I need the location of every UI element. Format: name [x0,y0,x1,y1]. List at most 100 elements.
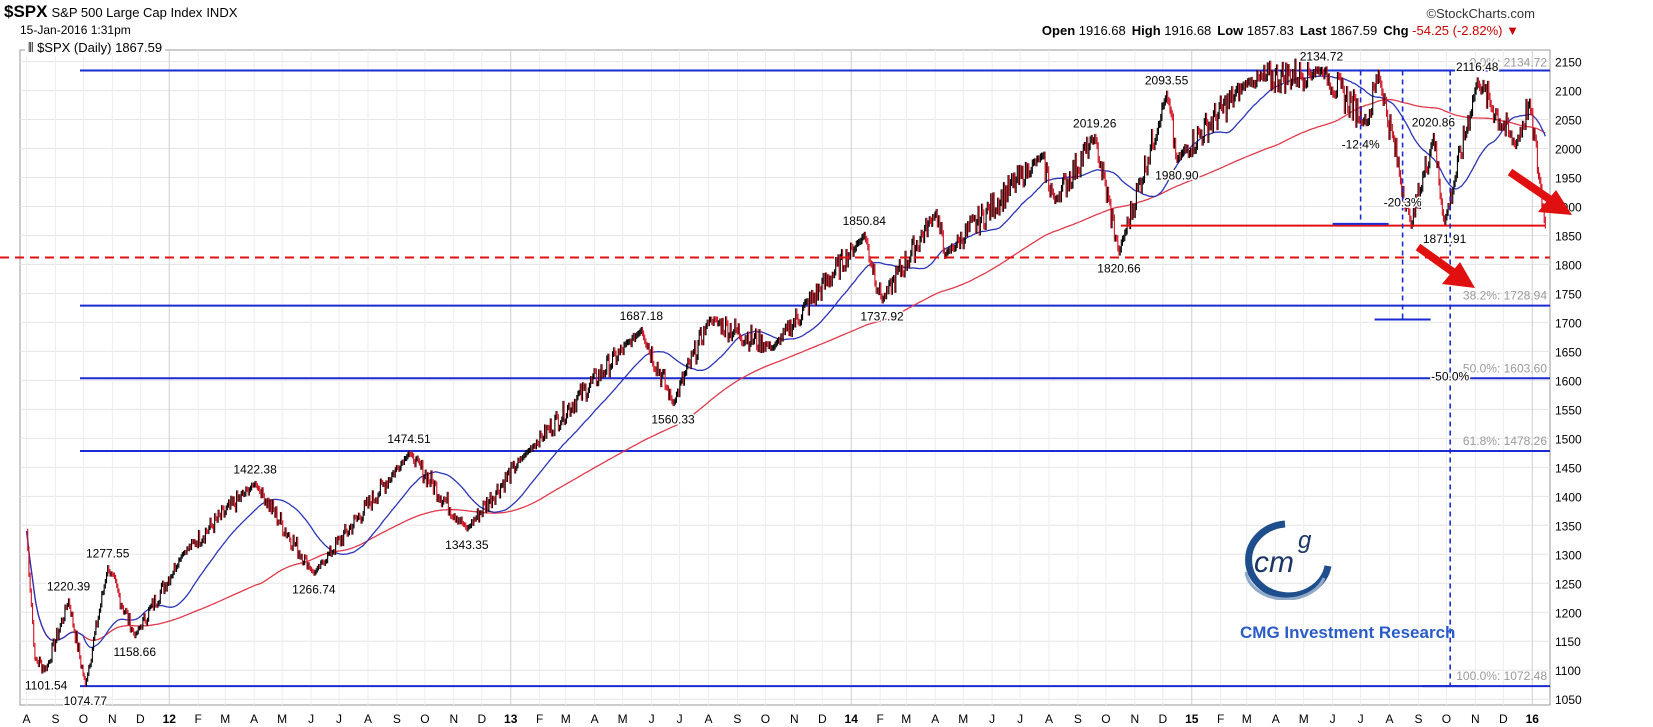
price-label: 1101.54 [25,678,68,692]
x-tick-label: F [876,712,883,726]
low-value: 1857.83 [1246,23,1294,38]
y-tick-label: 1850 [1555,229,1582,243]
watermark-text: CMG Investment Research [1240,623,1456,642]
y-tick-label: 1550 [1555,403,1582,417]
y-tick-label: 2100 [1555,85,1582,99]
ohlc-bar: Open 1916.68 High 1916.68 Low 1857.83 Last … [1036,23,1519,38]
x-tick-label: N [790,712,799,726]
price-label: 1980.90 [1155,169,1199,183]
y-tick-label: 1600 [1555,374,1582,388]
price-label: 1820.66 [1097,261,1141,275]
x-tick-label: A [591,712,599,726]
x-tick-label: F [1217,712,1224,726]
x-tick-label: O [420,712,429,726]
x-tick-label: S [1074,712,1082,726]
cmg-logo: cm g [1244,520,1332,600]
x-tick-label: O [1101,712,1110,726]
x-tick-label: S [1414,712,1422,726]
x-tick-label: A [250,712,258,726]
x-tick-label: M [1242,712,1252,726]
high-label: High [1131,23,1161,38]
price-label: 1474.51 [387,432,431,446]
x-tick-label: M [958,712,968,726]
open-value: 1916.68 [1078,23,1126,38]
candle-icon: ⫴ [28,40,38,55]
index-description: S&P 500 Large Cap Index [51,5,203,20]
x-tick-label: N [449,712,458,726]
x-tick-label: A [1272,712,1280,726]
price-label: 1871.91 [1423,232,1467,246]
fib-label: 61.8%: 1478.26 [1463,434,1547,448]
x-tick-label: N [108,712,117,726]
x-tick-label: J [989,712,995,726]
x-tick-label: N [1131,712,1140,726]
last-value: 1867.59 [1330,23,1378,38]
y-tick-label: 1500 [1555,432,1582,446]
down-triangle-icon: ▼ [1506,23,1519,38]
chg-label: Chg [1383,23,1409,38]
ma-200-line [25,98,1546,642]
x-tick-label: N [1471,712,1480,726]
y-tick-label: 2050 [1555,114,1582,128]
last-label: Last [1299,23,1327,38]
y-tick-label: 2000 [1555,143,1582,157]
y-tick-label: 1300 [1555,548,1582,562]
high-value: 1916.68 [1164,23,1212,38]
x-tick-label: D [1499,712,1508,726]
y-tick-label: 1800 [1555,258,1582,272]
price-label: 1266.74 [292,583,336,597]
x-tick-label: 15 [1185,712,1199,726]
y-axis: 1050 1100 1150 1200 1250 1300 1350 1400 1450 1500… [1555,56,1582,708]
x-tick-label: M [1299,712,1309,726]
price-label: 2116.48 [1456,60,1499,74]
y-tick-label: 1200 [1555,606,1582,620]
x-tick-label: J [308,712,314,726]
x-tick-label: M [277,712,287,726]
chart-legend: ⫴ $SPX (Daily) 1867.59 [25,40,166,56]
x-tick-label: 12 [163,712,177,726]
x-tick-label: F [195,712,202,726]
x-tick-label: A [1386,712,1394,726]
annotations: -12.4% -20.3% -50.0% [0,70,1550,688]
x-tick-label: F [536,712,543,726]
x-tick-label: J [677,712,683,726]
x-tick-label: O [1442,712,1451,726]
low-label: Low [1217,23,1244,38]
fib-label: 0.0%: 2134.72 [1470,55,1548,69]
arrows [1415,168,1572,288]
arrow-down-right-icon [1415,243,1475,288]
x-tick-label: 13 [504,712,518,726]
x-tick-label: A [931,712,939,726]
x-tick-label: A [23,712,31,726]
fib-label: 38.2%: 1728.94 [1463,289,1547,303]
x-tick-label: M [901,712,911,726]
price-labels: 1101.54 1074.77 1220.39 1277.55 1158.66 1422.… [23,48,1500,709]
y-tick-label: 1750 [1555,287,1582,301]
x-tick-label: A [364,712,372,726]
y-tick-label: 1150 [1555,635,1581,649]
arrow-down-right-icon [1507,168,1572,215]
x-tick-label: J [1358,712,1364,726]
fib-label: 50.0%: 1603.60 [1463,361,1547,375]
y-tick-label: 1100 [1555,664,1581,678]
x-tick-label: 16 [1526,712,1540,726]
chg-value: -54.25 (-2.82%) [1412,23,1503,38]
x-tick-label: D [136,712,145,726]
x-tick-label: J [1330,712,1336,726]
x-tick-label: S [51,712,59,726]
symbol-title: $SPX S&P 500 Large Cap Index INDX [4,2,237,22]
x-axis: A S O N D 12 F M A M J J A S O N D 13 F M A M J J A S O N D 14 F M A M J J A… [23,712,1540,726]
logo-letters: cm [1254,546,1294,579]
logo-superscript: g [1298,527,1312,554]
price-label: 2134.72 [1300,49,1344,63]
x-tick-label: S [393,712,401,726]
x-tick-label: J [1017,712,1023,726]
measure-label: -12.4% [1342,138,1380,152]
open-label: Open [1041,23,1076,38]
price-label: 1277.55 [86,546,130,560]
price-label: 1687.18 [620,309,664,323]
x-tick-label: J [336,712,342,726]
measure-label: -20.3% [1384,196,1422,210]
price-label: 1343.35 [445,538,489,552]
price-series [27,58,1546,687]
